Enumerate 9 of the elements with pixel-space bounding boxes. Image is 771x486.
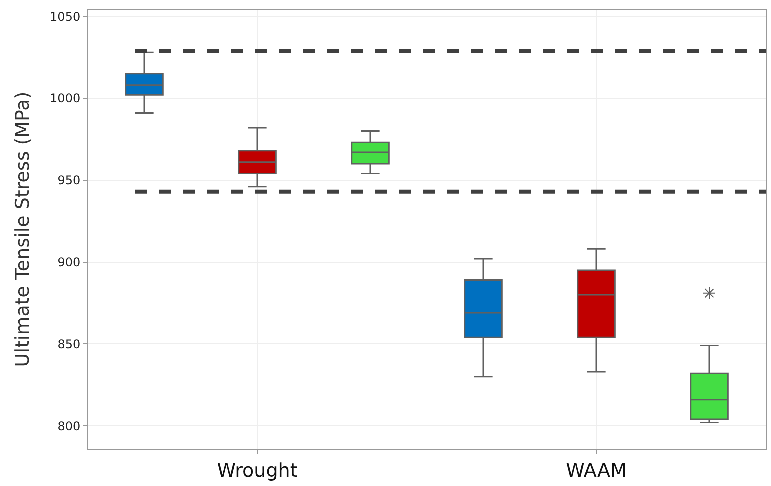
y-tick-label: 900 <box>58 255 81 270</box>
x-tick-label: Wrought <box>217 460 298 482</box>
y-tick-label: 850 <box>58 337 81 352</box>
y-tick-label: 1050 <box>50 10 81 24</box>
y-axis-title: Ultimate Tensile Stress (MPa) <box>12 92 34 368</box>
y-tick-label: 950 <box>58 174 81 188</box>
y-tick-label: 1000 <box>50 92 81 106</box>
y-tick-label: 800 <box>58 419 81 434</box>
x-tick-label: WAAM <box>566 460 627 482</box>
